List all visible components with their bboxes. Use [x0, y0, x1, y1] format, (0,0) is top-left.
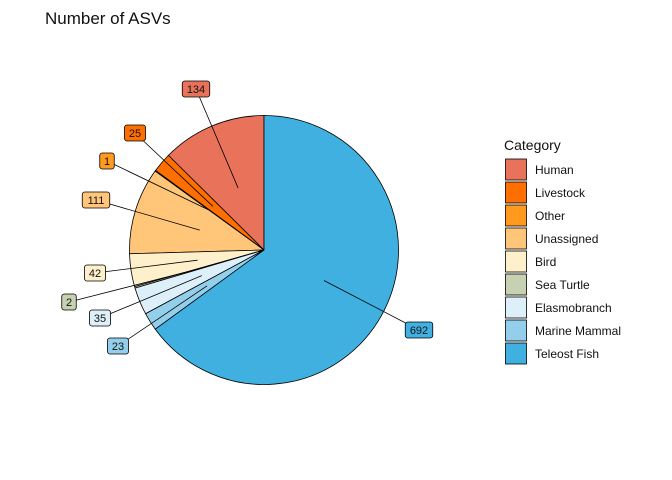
- legend-label-teleost-fish: Teleost Fish: [535, 347, 599, 361]
- value-label-bird: 42: [89, 268, 101, 280]
- value-label-teleost-fish: 692: [410, 325, 428, 337]
- leader-marine-mammal: [117, 285, 208, 347]
- chart-title: Number of ASVs: [45, 9, 171, 28]
- legend-title: Category: [504, 137, 561, 153]
- leader-human: [195, 88, 239, 189]
- leader-livestock: [134, 132, 214, 207]
- label-box-marine-mammal: [107, 337, 129, 355]
- value-label-elasmobranch: 35: [94, 313, 106, 325]
- leader-elasmobranch: [99, 275, 202, 319]
- legend-key-bird: [505, 250, 527, 273]
- leader-bird: [94, 259, 198, 274]
- label-leader-lines: [68, 88, 420, 347]
- label-box-teleost-fish: [404, 321, 434, 339]
- label-box-human: [181, 80, 211, 98]
- value-label-human: 134: [187, 84, 205, 96]
- legend-key-human: [505, 158, 527, 181]
- legend-label-bird: Bird: [535, 255, 556, 269]
- label-box-livestock: [124, 124, 146, 142]
- legend-label-sea-turtle: Sea Turtle: [535, 278, 590, 292]
- legend-label-marine-mammal: Marine Mammal: [535, 324, 621, 338]
- leader-teleost-fish: [323, 280, 420, 331]
- leader-unassigned: [95, 199, 200, 231]
- leader-other: [106, 160, 210, 211]
- label-box-unassigned: [81, 191, 111, 209]
- slice-teleost-fish: [154, 115, 399, 385]
- label-box-elasmobranch: [89, 309, 111, 327]
- legend-label-livestock: Livestock: [535, 186, 586, 200]
- legend-key-unassigned: [505, 227, 527, 250]
- label-box-bird: [84, 264, 106, 282]
- value-label-marine-mammal: 23: [112, 341, 124, 353]
- value-label-other: 1: [104, 156, 110, 168]
- leader-sea-turtle: [68, 268, 200, 303]
- value-label-livestock: 25: [129, 128, 141, 140]
- slice-unassigned: [129, 170, 265, 255]
- legend-label-human: Human: [535, 163, 574, 177]
- value-label-sea-turtle: 2: [66, 297, 72, 309]
- value-label-unassigned: 111: [88, 195, 105, 207]
- pie-slices: [129, 115, 399, 385]
- legend-key-sea-turtle: [505, 273, 527, 296]
- legend-key-livestock: [505, 181, 527, 204]
- slice-human: [168, 115, 265, 251]
- legend-label-other: Other: [535, 209, 565, 223]
- label-box-sea-turtle: [61, 293, 77, 311]
- legend-label-elasmobranch: Elasmobranch: [535, 301, 612, 315]
- legend-key-marine-mammal: [505, 319, 527, 342]
- legend: Category Human Livestock Other Unassigned Bi…: [504, 137, 621, 365]
- legend-key-other: [505, 204, 527, 227]
- label-box-other: [99, 152, 115, 170]
- legend-key-teleost-fish: [505, 342, 527, 365]
- legend-key-elasmobranch: [505, 296, 527, 319]
- legend-label-unassigned: Unassigned: [535, 232, 598, 246]
